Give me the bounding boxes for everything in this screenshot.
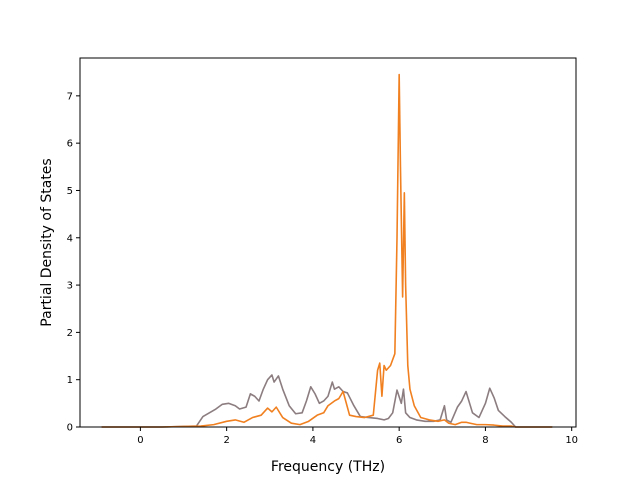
y-tick-label: 3 xyxy=(67,281,73,292)
x-tick-label: 6 xyxy=(396,435,402,446)
y-tick-label: 0 xyxy=(67,423,73,434)
y-axis-ticks: 0 1 2 3 4 5 6 7 xyxy=(67,91,80,434)
y-tick-label: 5 xyxy=(67,186,73,197)
x-axis-label: Frequency (THz) xyxy=(271,459,385,475)
x-tick-label: 4 xyxy=(310,435,316,446)
y-axis-label: Partial Density of States xyxy=(39,158,55,326)
series-line-1 xyxy=(101,374,553,428)
y-tick-label: 7 xyxy=(67,91,73,102)
x-axis-ticks: 0 2 4 6 8 10 xyxy=(137,427,578,446)
plot-frame xyxy=(79,57,577,428)
y-tick-label: 6 xyxy=(67,139,73,150)
y-tick-label: 1 xyxy=(67,375,73,386)
y-tick-label: 4 xyxy=(67,233,73,244)
x-tick-label: 2 xyxy=(223,435,229,446)
x-tick-label: 10 xyxy=(565,435,578,446)
x-tick-label: 8 xyxy=(482,435,488,446)
x-tick-label: 0 xyxy=(137,435,143,446)
series-line-2 xyxy=(101,73,553,428)
y-tick-label: 2 xyxy=(67,328,73,339)
plot-lines xyxy=(101,73,553,428)
